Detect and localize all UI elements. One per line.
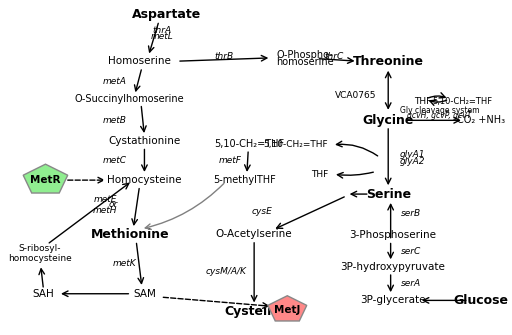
Text: cysE: cysE <box>252 207 273 216</box>
Text: O-Phospho-: O-Phospho- <box>276 50 333 60</box>
Text: or: or <box>109 200 118 209</box>
Text: metL: metL <box>151 32 174 42</box>
Text: 3P-glycerate: 3P-glycerate <box>360 295 426 306</box>
Text: THF: THF <box>311 170 328 179</box>
Polygon shape <box>268 296 307 321</box>
Text: MetJ: MetJ <box>274 305 301 315</box>
Polygon shape <box>23 164 68 193</box>
Text: Cystathionine: Cystathionine <box>109 136 181 146</box>
Text: SAH: SAH <box>33 289 54 299</box>
Text: metE: metE <box>94 195 118 204</box>
Text: 5,10-CH₂=THF: 5,10-CH₂=THF <box>433 96 493 106</box>
Text: 5,10-CH₂=THF: 5,10-CH₂=THF <box>264 140 328 149</box>
Text: metA: metA <box>102 77 126 86</box>
Text: CO₂ +NH₃: CO₂ +NH₃ <box>457 115 505 125</box>
Text: Threonine: Threonine <box>353 55 424 68</box>
Text: homoserine: homoserine <box>276 57 334 67</box>
Text: serB: serB <box>401 209 421 218</box>
Text: thrB: thrB <box>215 52 233 61</box>
Text: metC: metC <box>102 156 126 165</box>
Text: thrC: thrC <box>325 52 344 61</box>
Text: 3-Phosphoserine: 3-Phosphoserine <box>350 229 437 240</box>
Text: serA: serA <box>401 279 421 288</box>
Text: 3P-hydroxypyruvate: 3P-hydroxypyruvate <box>340 262 445 272</box>
Text: MetR: MetR <box>30 175 61 185</box>
Text: O-Succinylhomoserine: O-Succinylhomoserine <box>75 94 185 105</box>
Text: Methionine: Methionine <box>91 228 169 241</box>
Text: THF: THF <box>414 96 431 106</box>
Text: SAM: SAM <box>133 289 156 299</box>
Text: metF: metF <box>219 156 242 165</box>
Text: Aspartate: Aspartate <box>132 8 201 21</box>
Text: Serine: Serine <box>366 188 411 201</box>
Text: metK: metK <box>113 259 136 268</box>
Text: Cysteine: Cysteine <box>224 305 284 318</box>
Text: metH: metH <box>93 206 118 215</box>
Text: cysM/A/K: cysM/A/K <box>206 267 247 276</box>
Text: thrA: thrA <box>153 26 172 35</box>
Text: S-ribosyl-
homocysteine: S-ribosyl- homocysteine <box>8 244 72 263</box>
Text: gcvH, gcvP, gcvT: gcvH, gcvP, gcvT <box>407 111 472 120</box>
Text: serC: serC <box>401 247 421 256</box>
Text: VCA0765: VCA0765 <box>335 90 376 99</box>
Text: Glycine: Glycine <box>362 114 414 127</box>
Text: O-Acetylserine: O-Acetylserine <box>216 229 292 239</box>
Text: Gly cleavage system: Gly cleavage system <box>400 106 479 115</box>
Text: Homocysteine: Homocysteine <box>107 175 182 185</box>
Text: 5-methylTHF: 5-methylTHF <box>213 175 276 185</box>
Text: glyA2: glyA2 <box>399 157 425 166</box>
Text: 5,10-CH₂=THF: 5,10-CH₂=THF <box>214 139 284 149</box>
Text: Homoserine: Homoserine <box>108 56 171 66</box>
Text: glyA1: glyA1 <box>399 150 425 159</box>
Text: metB: metB <box>102 117 126 126</box>
Text: Glucose: Glucose <box>453 294 508 307</box>
